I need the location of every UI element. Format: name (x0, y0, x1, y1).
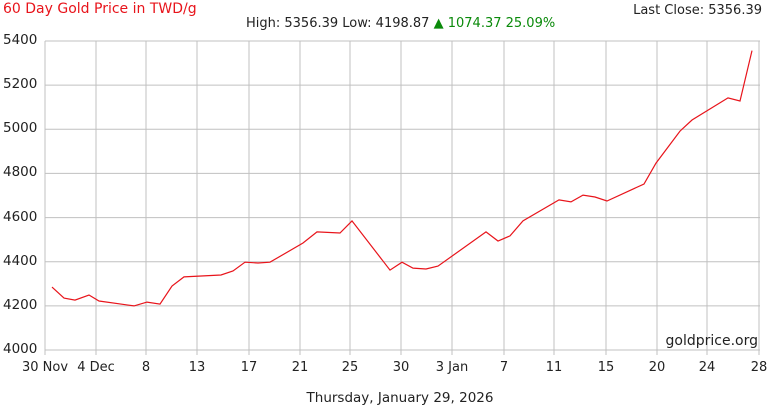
x-tick-label: 25 (341, 360, 359, 375)
price-line (51, 50, 753, 307)
x-tick-label: 20 (648, 360, 666, 375)
x-tick-label: 30 Nov (21, 360, 69, 375)
grid-lines (44, 40, 760, 355)
date-text: Thursday, January 29, 2026 (306, 390, 494, 406)
x-tick-label: 24 (698, 360, 716, 375)
last-close-label: Last Close: 5356.39 (633, 3, 762, 18)
high-low-text: High: 5356.39 Low: 4198.87 (246, 16, 430, 31)
y-tick-label: 4600 (3, 208, 38, 225)
y-tick-label: 5000 (3, 120, 38, 137)
x-tick-label: 21 (291, 360, 309, 375)
date-label: Thursday, January 29, 2026 (0, 390, 770, 406)
y-tick-label: 4400 (3, 252, 38, 269)
x-tick-label: 13 (188, 360, 206, 375)
up-arrow-icon: ▲ (433, 16, 444, 31)
x-tick-label: 11 (545, 360, 563, 375)
x-tick-label: 8 (141, 360, 151, 375)
x-tick-label: 15 (597, 360, 615, 375)
x-tick-label: 30 (392, 360, 410, 375)
x-tick-label: 3 Jan (435, 360, 469, 375)
change-text: 1074.37 25.09% (447, 16, 556, 31)
y-tick-label: 4800 (3, 164, 38, 181)
x-tick-label: 28 (750, 360, 768, 375)
watermark: goldprice.org (665, 333, 758, 349)
y-tick-label: 5200 (3, 76, 38, 93)
y-tick-label: 5400 (3, 32, 38, 48)
high-low-stats: High: 5356.39 Low: 4198.87 ▲ 1074.37 25.… (246, 16, 555, 31)
x-tick-label: 7 (499, 360, 509, 375)
x-tick-label: 4 Dec (77, 360, 115, 375)
y-tick-label: 4000 (3, 341, 38, 357)
x-tick-label: 17 (240, 360, 258, 375)
y-tick-label: 4200 (3, 296, 38, 313)
chart-title: 60 Day Gold Price in TWD/g (3, 1, 197, 17)
